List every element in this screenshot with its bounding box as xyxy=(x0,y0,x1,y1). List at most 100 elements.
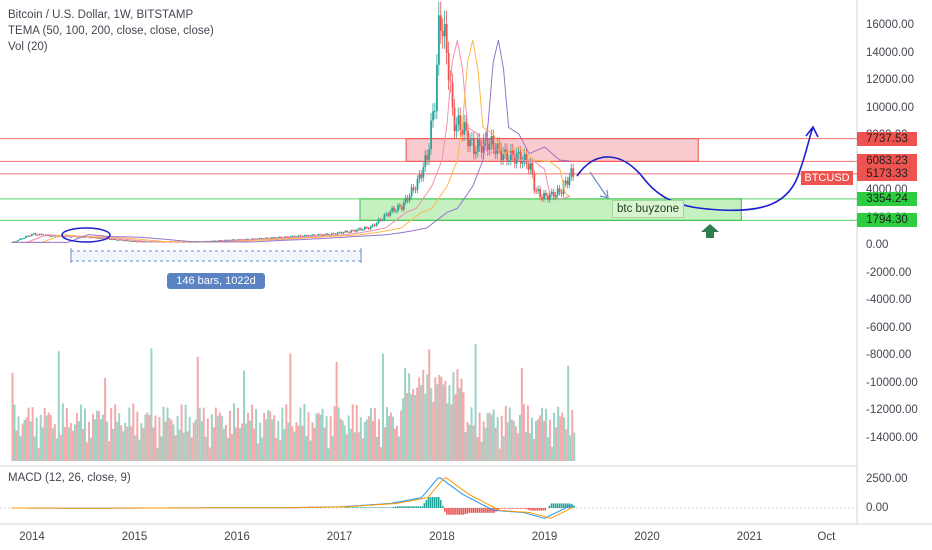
macd-histogram-bar xyxy=(425,500,428,508)
candle-body xyxy=(313,234,316,236)
volume-bar xyxy=(319,414,322,461)
macd-signal-line xyxy=(11,477,574,519)
volume-bar xyxy=(442,384,445,461)
macd-histogram-bar xyxy=(392,507,395,508)
candle-body xyxy=(496,143,499,154)
volume-bar xyxy=(476,437,479,461)
macd-histogram-bar xyxy=(423,503,426,508)
volume-bar xyxy=(61,403,64,461)
candle-body xyxy=(500,148,503,161)
candle-body xyxy=(399,205,401,207)
candle-body xyxy=(69,236,72,238)
price-axis-tick-label: -8000.00 xyxy=(866,349,912,361)
volume-bar xyxy=(333,406,336,461)
macd-histogram-bar xyxy=(444,508,446,512)
candle-body xyxy=(377,219,380,224)
volume-bar xyxy=(383,427,386,461)
volume-bar xyxy=(456,369,459,461)
volume-bar xyxy=(343,425,346,461)
macd-histogram-bar xyxy=(567,503,569,508)
volume-bar xyxy=(226,437,229,461)
volume-bar xyxy=(27,407,30,461)
macd-histogram-bar xyxy=(497,508,499,511)
candle-body xyxy=(251,238,253,240)
candle-body xyxy=(325,233,327,235)
candle-body xyxy=(356,229,359,232)
candle-body xyxy=(25,236,27,238)
candle-body xyxy=(163,241,166,243)
volume-bar xyxy=(307,412,310,461)
volume-bar xyxy=(94,419,97,461)
candle-body xyxy=(420,174,423,178)
volume-bar xyxy=(110,407,113,461)
volume-bar xyxy=(327,448,330,461)
volume-bar xyxy=(277,420,280,461)
macd-histogram-bar xyxy=(355,507,358,508)
candle-body xyxy=(428,149,431,160)
tema-indicator-label[interactable]: TEMA (50, 100, 200, close, close, close) xyxy=(8,25,214,37)
volume-bar xyxy=(81,428,84,461)
candle-body xyxy=(475,151,477,154)
time-axis-tick-label: 2017 xyxy=(326,531,353,543)
candle-body xyxy=(272,237,275,239)
macd-histogram-bar xyxy=(398,506,401,508)
candle-body xyxy=(307,235,310,237)
volume-bar xyxy=(514,426,517,461)
candle-body xyxy=(256,238,259,240)
volume-bar xyxy=(237,408,239,461)
candle-body xyxy=(169,241,172,243)
macd-histogram-bar xyxy=(429,497,432,508)
buyzone-text-note[interactable]: btc buyzone xyxy=(612,200,685,218)
candle-body xyxy=(17,239,20,242)
candle-body xyxy=(556,188,559,195)
volume-indicator-label[interactable]: Vol (20) xyxy=(8,41,48,53)
candle-body xyxy=(110,239,113,241)
volume-bar xyxy=(438,374,441,461)
volume-bar xyxy=(106,421,109,461)
macd-histogram-bar xyxy=(407,506,409,508)
volume-bar xyxy=(142,428,145,461)
candle-body xyxy=(225,239,228,241)
macd-histogram-bar xyxy=(540,508,542,511)
volume-bar xyxy=(15,430,18,461)
candle-body xyxy=(128,240,131,242)
candle-body xyxy=(525,154,528,165)
volume-bar xyxy=(19,436,22,461)
volume-bar xyxy=(168,418,171,461)
volume-bar xyxy=(315,413,318,461)
volume-bar xyxy=(146,412,149,461)
candle-body xyxy=(488,143,491,150)
volume-bar xyxy=(55,438,58,461)
volume-bar xyxy=(100,419,103,461)
volume-bar xyxy=(396,425,399,461)
macd-histogram-bar xyxy=(560,503,563,508)
volume-bar xyxy=(400,410,403,461)
down-arrow-drawing xyxy=(589,171,608,198)
candle-body xyxy=(502,153,505,161)
candle-body xyxy=(301,236,304,238)
volume-bar xyxy=(373,408,376,461)
volume-bar xyxy=(295,422,298,461)
volume-bar xyxy=(152,427,155,461)
candle-body xyxy=(570,168,573,177)
macd-histogram-bar xyxy=(435,497,438,508)
macd-indicator-label[interactable]: MACD (12, 26, close, 9) xyxy=(8,472,131,484)
volume-bar xyxy=(486,413,489,461)
date-range-measure xyxy=(70,250,362,262)
volume-bar xyxy=(299,407,302,461)
volume-bar xyxy=(512,420,515,461)
candle-body xyxy=(443,23,446,37)
macd-axis-tick-label: 0.00 xyxy=(866,502,889,514)
volume-bar xyxy=(144,414,147,461)
macd-histogram-bar xyxy=(431,497,434,508)
macd-histogram-bar xyxy=(524,508,526,509)
volume-bar xyxy=(90,437,93,461)
price-level-badge: 5173.33 xyxy=(857,166,917,181)
volume-bar xyxy=(176,415,179,461)
symbol-title[interactable]: Bitcoin / U.S. Dollar, 1W, BITSTAMP xyxy=(8,9,194,21)
volume-bar xyxy=(305,436,308,461)
down-arrowhead xyxy=(599,189,609,199)
candle-body xyxy=(397,205,399,211)
volume-bar xyxy=(532,438,535,461)
